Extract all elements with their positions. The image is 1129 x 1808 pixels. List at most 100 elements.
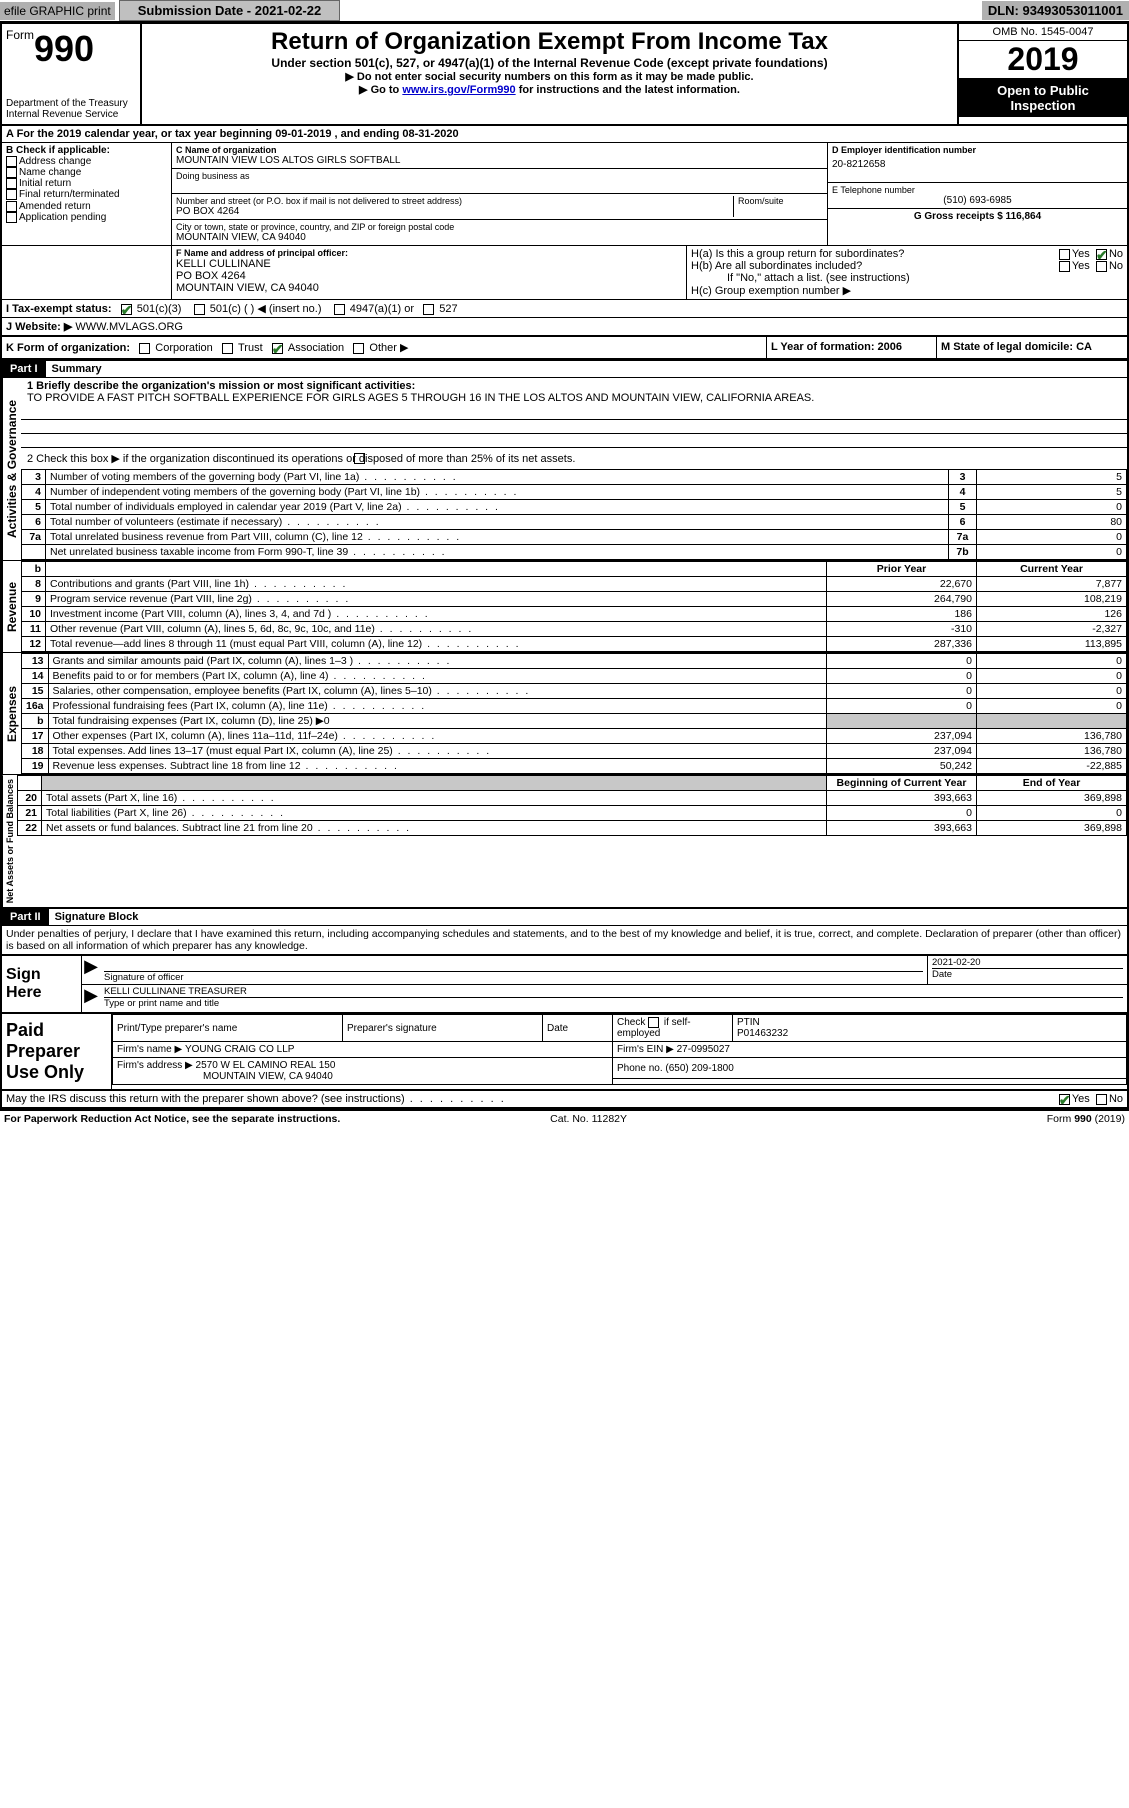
chk-assoc[interactable]: [272, 343, 283, 354]
paid-table: Print/Type preparer's name Preparer's si…: [112, 1014, 1127, 1085]
discuss-no[interactable]: [1096, 1094, 1107, 1105]
vlabel-revenue: Revenue: [2, 561, 21, 652]
header-mid: Return of Organization Exempt From Incom…: [142, 24, 957, 124]
hb-note: If "No," attach a list. (see instruction…: [691, 272, 1123, 284]
tax-year: 2019: [959, 41, 1127, 79]
addr-value: PO BOX 4264: [176, 206, 733, 217]
prep-name-label: Print/Type preparer's name: [113, 1015, 343, 1042]
netassets-block: Net Assets or Fund Balances Beginning of…: [2, 774, 1127, 907]
chk-corp[interactable]: [139, 343, 150, 354]
chk-trust[interactable]: [222, 343, 233, 354]
vlabel-governance: Activities & Governance: [2, 378, 21, 560]
chk-4947[interactable]: [334, 304, 345, 315]
room-label: Room/suite: [738, 196, 823, 206]
chk-self-employed[interactable]: [648, 1017, 659, 1028]
vlabel-expenses: Expenses: [2, 653, 21, 774]
col-b: B Check if applicable: Address change Na…: [2, 143, 172, 245]
form-number: 990: [34, 28, 94, 69]
table-row: bTotal fundraising expenses (Part IX, co…: [22, 714, 1127, 729]
page-footer: For Paperwork Reduction Act Notice, see …: [0, 1111, 1129, 1127]
chk-501c[interactable]: [194, 304, 205, 315]
table-row: 5Total number of individuals employed in…: [22, 500, 1127, 515]
form-ref: Form 990 (2019): [1047, 1113, 1125, 1125]
hc-row: H(c) Group exemption number ▶: [691, 284, 1123, 297]
sig-date-value: 2021-02-20: [932, 957, 1123, 968]
irs-link[interactable]: www.irs.gov/Form990: [402, 84, 515, 96]
paid-preparer-section: Paid Preparer Use Only Print/Type prepar…: [2, 1012, 1127, 1091]
officer-block: F Name and address of principal officer:…: [172, 246, 687, 299]
expenses-table: 13Grants and similar amounts paid (Part …: [21, 653, 1127, 774]
open-inspection: Open to Public Inspection: [959, 79, 1127, 117]
netassets-table: Beginning of Current Year End of Year 20…: [17, 775, 1127, 836]
officer-name: KELLI CULLINANE: [176, 258, 682, 270]
efile-label[interactable]: efile GRAPHIC print: [0, 2, 115, 20]
table-row: 10Investment income (Part VIII, column (…: [22, 607, 1127, 622]
chk-address-change[interactable]: Address change: [6, 156, 167, 167]
sig-name-title: KELLI CULLINANE TREASURER: [104, 986, 1123, 997]
table-row: 16aProfessional fundraising fees (Part I…: [22, 699, 1127, 714]
vlabel-netassets: Net Assets or Fund Balances: [2, 775, 17, 907]
org-name-label: C Name of organization: [176, 145, 823, 155]
table-row: 8Contributions and grants (Part VIII, li…: [22, 577, 1127, 592]
table-row: 11Other revenue (Part VIII, column (A), …: [22, 622, 1127, 637]
hb-yes[interactable]: [1059, 261, 1070, 272]
net-header-row: Beginning of Current Year End of Year: [18, 776, 1127, 791]
revenue-block: Revenue b Prior Year Current Year 8Contr…: [2, 560, 1127, 652]
ha-no[interactable]: [1096, 249, 1107, 260]
chk-other[interactable]: [353, 343, 364, 354]
chk-amended[interactable]: Amended return: [6, 201, 167, 212]
ein-label: D Employer identification number: [832, 145, 1123, 155]
officer-addr2: MOUNTAIN VIEW, CA 94040: [176, 282, 682, 294]
pra-notice: For Paperwork Reduction Act Notice, see …: [4, 1113, 340, 1125]
col-c: C Name of organization MOUNTAIN VIEW LOS…: [172, 143, 827, 245]
phone-label: E Telephone number: [832, 185, 1123, 195]
discuss-row: May the IRS discuss this return with the…: [2, 1091, 1127, 1109]
table-row: 6Total number of volunteers (estimate if…: [22, 515, 1127, 530]
chk-app-pending[interactable]: Application pending: [6, 212, 167, 223]
pycy-header-row: b Prior Year Current Year: [22, 562, 1127, 577]
form-container: Form990 Department of the Treasury Inter…: [0, 22, 1129, 1111]
paid-label: Paid Preparer Use Only: [2, 1014, 112, 1089]
hb-no[interactable]: [1096, 261, 1107, 272]
sig-arrow-icon-2: ▶: [82, 985, 100, 1010]
table-row: 13Grants and similar amounts paid (Part …: [22, 654, 1127, 669]
period-line: A For the 2019 calendar year, or tax yea…: [2, 126, 1127, 143]
sig-arrow-icon: ▶: [82, 956, 100, 984]
phone-value: (510) 693-6985: [832, 195, 1123, 206]
addr-label: Number and street (or P.O. box if mail i…: [176, 196, 733, 206]
firm-addr1: 2570 W EL CAMINO REAL 150: [196, 1060, 336, 1071]
table-row: Net unrelated business taxable income fr…: [22, 545, 1127, 560]
year-formation: L Year of formation: 2006: [771, 341, 902, 353]
chk-501c3[interactable]: [121, 304, 132, 315]
form-title: Return of Organization Exempt From Incom…: [150, 28, 949, 56]
form-subtitle: Under section 501(c), 527, or 4947(a)(1)…: [150, 56, 949, 70]
table-row: 18Total expenses. Add lines 13–17 (must …: [22, 744, 1127, 759]
table-row: 15Salaries, other compensation, employee…: [22, 684, 1127, 699]
table-row: 20Total assets (Part X, line 16)393,6633…: [18, 791, 1127, 806]
table-row: 9Program service revenue (Part VIII, lin…: [22, 592, 1127, 607]
form-word: Form: [6, 28, 34, 42]
chk-527[interactable]: [423, 304, 434, 315]
section-klm: K Form of organization: Corporation Trus…: [2, 337, 1127, 359]
gross-receipts: G Gross receipts $ 116,864: [832, 211, 1123, 222]
chk-initial-return[interactable]: Initial return: [6, 178, 167, 189]
discuss-yes[interactable]: [1059, 1094, 1070, 1105]
section-i: I Tax-exempt status: 501(c)(3) 501(c) ( …: [2, 300, 1127, 318]
part2-header: Part II Signature Block: [2, 907, 1127, 926]
revenue-table: b Prior Year Current Year 8Contributions…: [21, 561, 1127, 652]
website-value: WWW.MVLAGS.ORG: [75, 321, 183, 333]
header-left: Form990 Department of the Treasury Inter…: [2, 24, 142, 124]
firm-ein: 27-0995027: [677, 1044, 730, 1055]
dba-label: Doing business as: [176, 171, 823, 181]
ha-yes[interactable]: [1059, 249, 1070, 260]
firm-addr2: MOUNTAIN VIEW, CA 94040: [117, 1071, 333, 1082]
sig-date-label: Date: [932, 968, 1123, 980]
instr-link: ▶ Go to www.irs.gov/Form990 for instruct…: [150, 83, 949, 96]
table-row: 7aTotal unrelated business revenue from …: [22, 530, 1127, 545]
chk-name-change[interactable]: Name change: [6, 167, 167, 178]
firm-name: YOUNG CRAIG CO LLP: [185, 1044, 294, 1055]
chk-discontinued[interactable]: [354, 453, 365, 464]
submission-date-button[interactable]: Submission Date - 2021-02-22: [119, 0, 341, 21]
chk-final-return[interactable]: Final return/terminated: [6, 189, 167, 200]
hb-row: H(b) Are all subordinates included? Yes …: [691, 260, 1123, 272]
